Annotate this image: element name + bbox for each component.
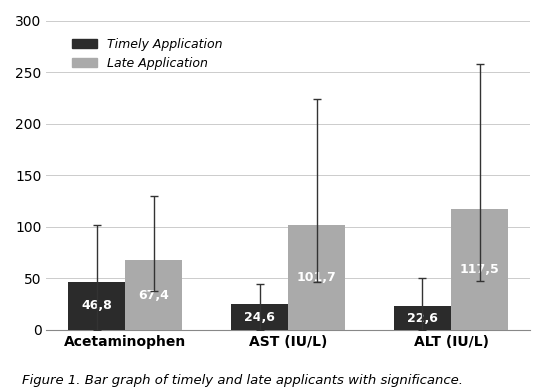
Text: 22,6: 22,6 — [407, 312, 438, 325]
Text: 117,5: 117,5 — [459, 263, 499, 276]
Text: 46,8: 46,8 — [81, 299, 112, 312]
Bar — [288, 225, 345, 330]
Bar — [125, 260, 182, 330]
Text: 101,7: 101,7 — [296, 271, 336, 284]
Legend: Timely Application, Late Application: Timely Application, Late Application — [67, 33, 227, 75]
Bar — [68, 282, 125, 330]
Text: 67,4: 67,4 — [138, 289, 169, 301]
Text: Figure 1. Bar graph of timely and late applicants with significance.: Figure 1. Bar graph of timely and late a… — [22, 374, 463, 387]
Text: 24,6: 24,6 — [244, 310, 275, 324]
Bar — [394, 307, 451, 330]
Bar — [451, 209, 508, 330]
Bar — [231, 305, 288, 330]
